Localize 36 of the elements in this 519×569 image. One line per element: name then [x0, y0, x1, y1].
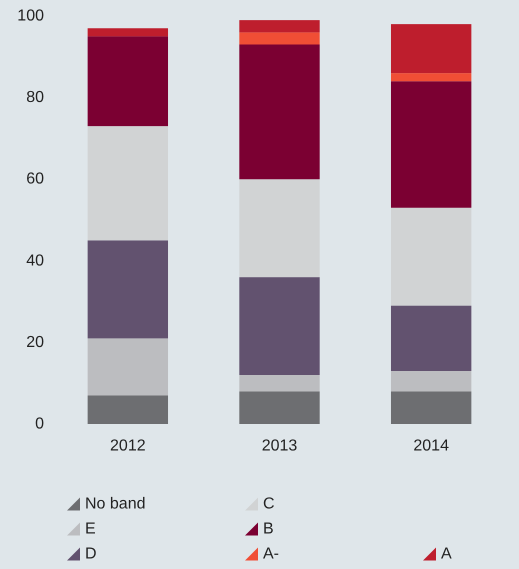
bar — [239, 375, 320, 392]
legend-label: E — [85, 520, 96, 538]
bar — [239, 20, 320, 32]
bar — [88, 28, 168, 36]
bar — [390, 24, 472, 74]
bar — [239, 277, 320, 376]
bar — [390, 391, 472, 424]
y-tick-label: 40 — [26, 252, 44, 270]
y-tick-label: 60 — [26, 170, 44, 188]
bar — [390, 73, 472, 82]
legend-label: A — [441, 546, 452, 562]
legend-label: A- — [263, 546, 279, 562]
bar — [88, 240, 168, 338]
bar — [239, 32, 320, 45]
y-tick-label: 80 — [26, 89, 44, 106]
x-tick-label: 2014 — [413, 438, 450, 454]
bar — [88, 126, 168, 240]
y-tick-label: 20 — [26, 334, 44, 351]
legend-label: C — [263, 496, 275, 512]
bar — [239, 44, 320, 180]
legend-label: D — [85, 546, 97, 562]
y-tick-label: 100 — [17, 8, 44, 24]
x-tick-label: 2012 — [110, 438, 146, 454]
legend-label: B — [263, 520, 274, 538]
bar — [390, 306, 472, 371]
bar — [390, 370, 472, 392]
bar — [239, 179, 320, 278]
bar — [88, 36, 168, 126]
bar — [239, 391, 320, 424]
bar — [88, 338, 168, 396]
bar — [390, 81, 472, 208]
legend-label: No band — [85, 496, 146, 512]
y-tick-label: 0 — [35, 416, 44, 432]
x-tick-label: 2013 — [262, 438, 298, 454]
bar — [88, 395, 168, 424]
bar — [390, 208, 472, 306]
